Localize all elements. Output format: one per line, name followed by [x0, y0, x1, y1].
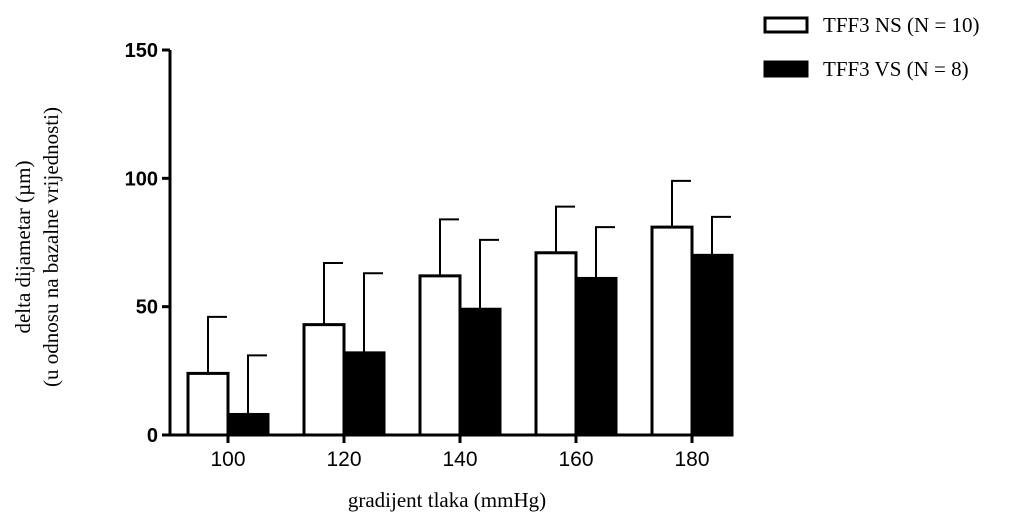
y-tick-label-50: 50 [136, 297, 158, 319]
x-tick-label-140: 140 [442, 448, 477, 471]
x-ticks-layer: 100 120 140 160 180 [210, 435, 710, 471]
bar-ns-180 [650, 225, 694, 437]
legend-label-ns: TFF3 NS (N = 10) [823, 13, 980, 37]
legend-label-vs: TFF3 VS (N = 8) [823, 57, 969, 81]
bar-ns-140 [418, 274, 462, 437]
bar-ns-100 [186, 371, 230, 437]
bar-ns-160 [534, 251, 578, 437]
bars-layer [186, 225, 734, 437]
bar-vs-140 [458, 307, 502, 437]
y-tick-label-0: 0 [147, 425, 158, 447]
bar-ns-120 [302, 323, 346, 437]
x-tick-label-180: 180 [674, 448, 709, 471]
x-tick-label-100: 100 [210, 448, 245, 471]
y-axis-title-line-2: (u odnosu na bazalne vrijednosti) [39, 107, 63, 387]
bar-vs-120 [342, 351, 386, 437]
bar-vs-100 [226, 412, 270, 437]
error-bars-layer [207, 179, 731, 415]
legend: TFF3 NS (N = 10) TFF3 VS (N = 8) [763, 13, 980, 81]
bar-vs-160 [574, 276, 618, 437]
legend-swatch-ns [763, 16, 809, 34]
bar-vs-180 [690, 253, 734, 437]
x-axis-title: gradijent tlaka (mmHg) [348, 488, 546, 512]
legend-swatch-vs [763, 60, 809, 78]
y-ticks-layer: 0 50 100 150 [125, 40, 170, 447]
x-tick-label-120: 120 [326, 448, 361, 471]
y-tick-label-150: 150 [125, 40, 158, 62]
y-tick-label-100: 100 [125, 168, 158, 190]
y-axis-title-line-1: delta dijametar (µm) [11, 160, 35, 333]
x-tick-label-160: 160 [558, 448, 593, 471]
